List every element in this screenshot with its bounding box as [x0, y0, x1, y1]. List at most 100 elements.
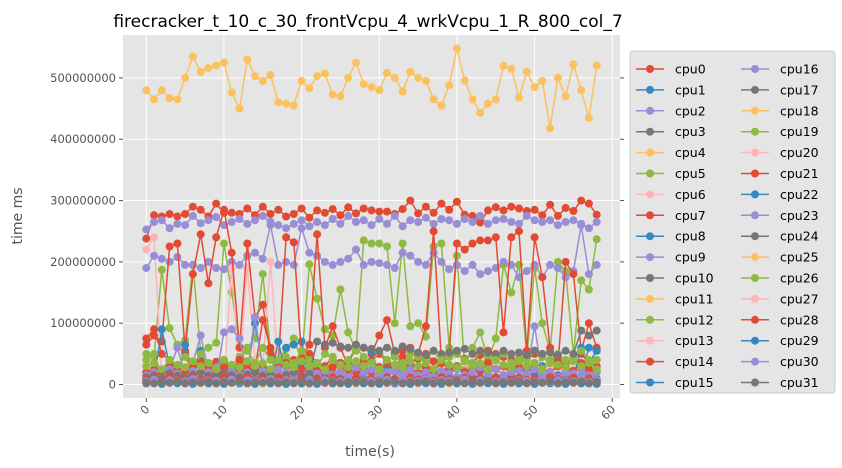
data-point [305, 248, 314, 257]
data-point [196, 230, 205, 239]
legend-label: cpu19 [780, 124, 819, 139]
data-point [452, 219, 461, 228]
data-point [375, 207, 384, 216]
data-point [484, 267, 492, 276]
legend-marker [646, 211, 654, 220]
data-point [592, 365, 601, 374]
legend-label: cpu7 [675, 208, 706, 223]
x-tick-label: 20 [287, 402, 307, 422]
data-point [243, 346, 252, 355]
data-point [165, 257, 174, 266]
data-point [390, 346, 399, 355]
data-point [530, 378, 539, 387]
data-point [204, 216, 213, 225]
data-point [173, 212, 182, 221]
data-point [592, 378, 601, 387]
legend-marker [751, 336, 759, 345]
data-point [390, 73, 399, 82]
data-point [584, 224, 593, 233]
data-point [491, 95, 500, 104]
legend-item-cpu29: cpu29 [741, 333, 819, 348]
data-point [383, 69, 391, 77]
data-point [196, 67, 205, 76]
data-point [553, 360, 562, 369]
data-point [258, 300, 267, 309]
data-point [282, 224, 291, 233]
data-point [546, 260, 555, 269]
data-point [181, 73, 190, 82]
data-point [569, 60, 578, 69]
data-point [196, 362, 205, 371]
data-point [204, 279, 213, 288]
data-point [538, 319, 547, 328]
data-point [367, 379, 376, 388]
data-point [344, 73, 353, 82]
legend-marker [751, 148, 759, 157]
data-point [150, 349, 159, 358]
data-point [258, 378, 267, 387]
data-point [227, 264, 236, 272]
data-point [421, 260, 430, 269]
y-axis-label: time ms [10, 187, 26, 244]
data-point [251, 313, 259, 322]
data-point [468, 211, 477, 220]
legend-marker [751, 85, 759, 94]
data-point [561, 273, 570, 282]
data-point [468, 239, 477, 248]
data-point [421, 77, 430, 85]
data-point [406, 357, 415, 366]
data-point [220, 362, 228, 371]
x-tick-label: 10 [210, 402, 230, 422]
data-point [452, 197, 461, 206]
data-point [476, 211, 485, 220]
legend-marker [751, 211, 759, 220]
data-point [274, 379, 283, 388]
data-point [530, 359, 539, 367]
data-point [359, 80, 368, 89]
data-point [297, 204, 306, 213]
data-point [157, 325, 166, 334]
data-point [452, 377, 461, 386]
data-point [212, 213, 221, 222]
data-point [553, 264, 562, 272]
data-point [468, 362, 477, 371]
data-point [204, 377, 213, 386]
data-point [421, 322, 430, 331]
data-point [406, 67, 415, 76]
data-point [344, 328, 353, 337]
y-tick-label: 400000000 [50, 132, 116, 146]
data-point [282, 343, 291, 352]
data-point [406, 251, 415, 260]
data-point [445, 360, 454, 369]
data-point [196, 368, 205, 377]
data-point [577, 196, 586, 205]
data-point [352, 218, 360, 226]
data-point [352, 245, 360, 254]
data-point [406, 216, 415, 225]
data-point [220, 378, 228, 387]
data-point [538, 211, 547, 220]
data-point [398, 369, 407, 378]
data-point [251, 378, 259, 387]
legend-marker [646, 148, 654, 157]
data-point [313, 72, 322, 81]
data-point [584, 270, 593, 279]
legend-marker [751, 190, 759, 199]
data-point [336, 211, 345, 220]
data-point [375, 371, 384, 380]
data-point [561, 218, 570, 226]
data-point [538, 273, 547, 282]
data-point [344, 254, 353, 263]
data-point [352, 363, 360, 372]
data-point [437, 101, 446, 110]
data-point [445, 216, 454, 225]
legend-item-cpu1: cpu1 [636, 82, 706, 97]
data-point [375, 215, 384, 223]
data-point [181, 363, 190, 372]
data-point [305, 362, 314, 371]
data-point [584, 113, 593, 122]
data-point [282, 257, 291, 266]
data-point [414, 257, 423, 266]
legend-marker [751, 106, 759, 115]
data-point [204, 359, 213, 367]
